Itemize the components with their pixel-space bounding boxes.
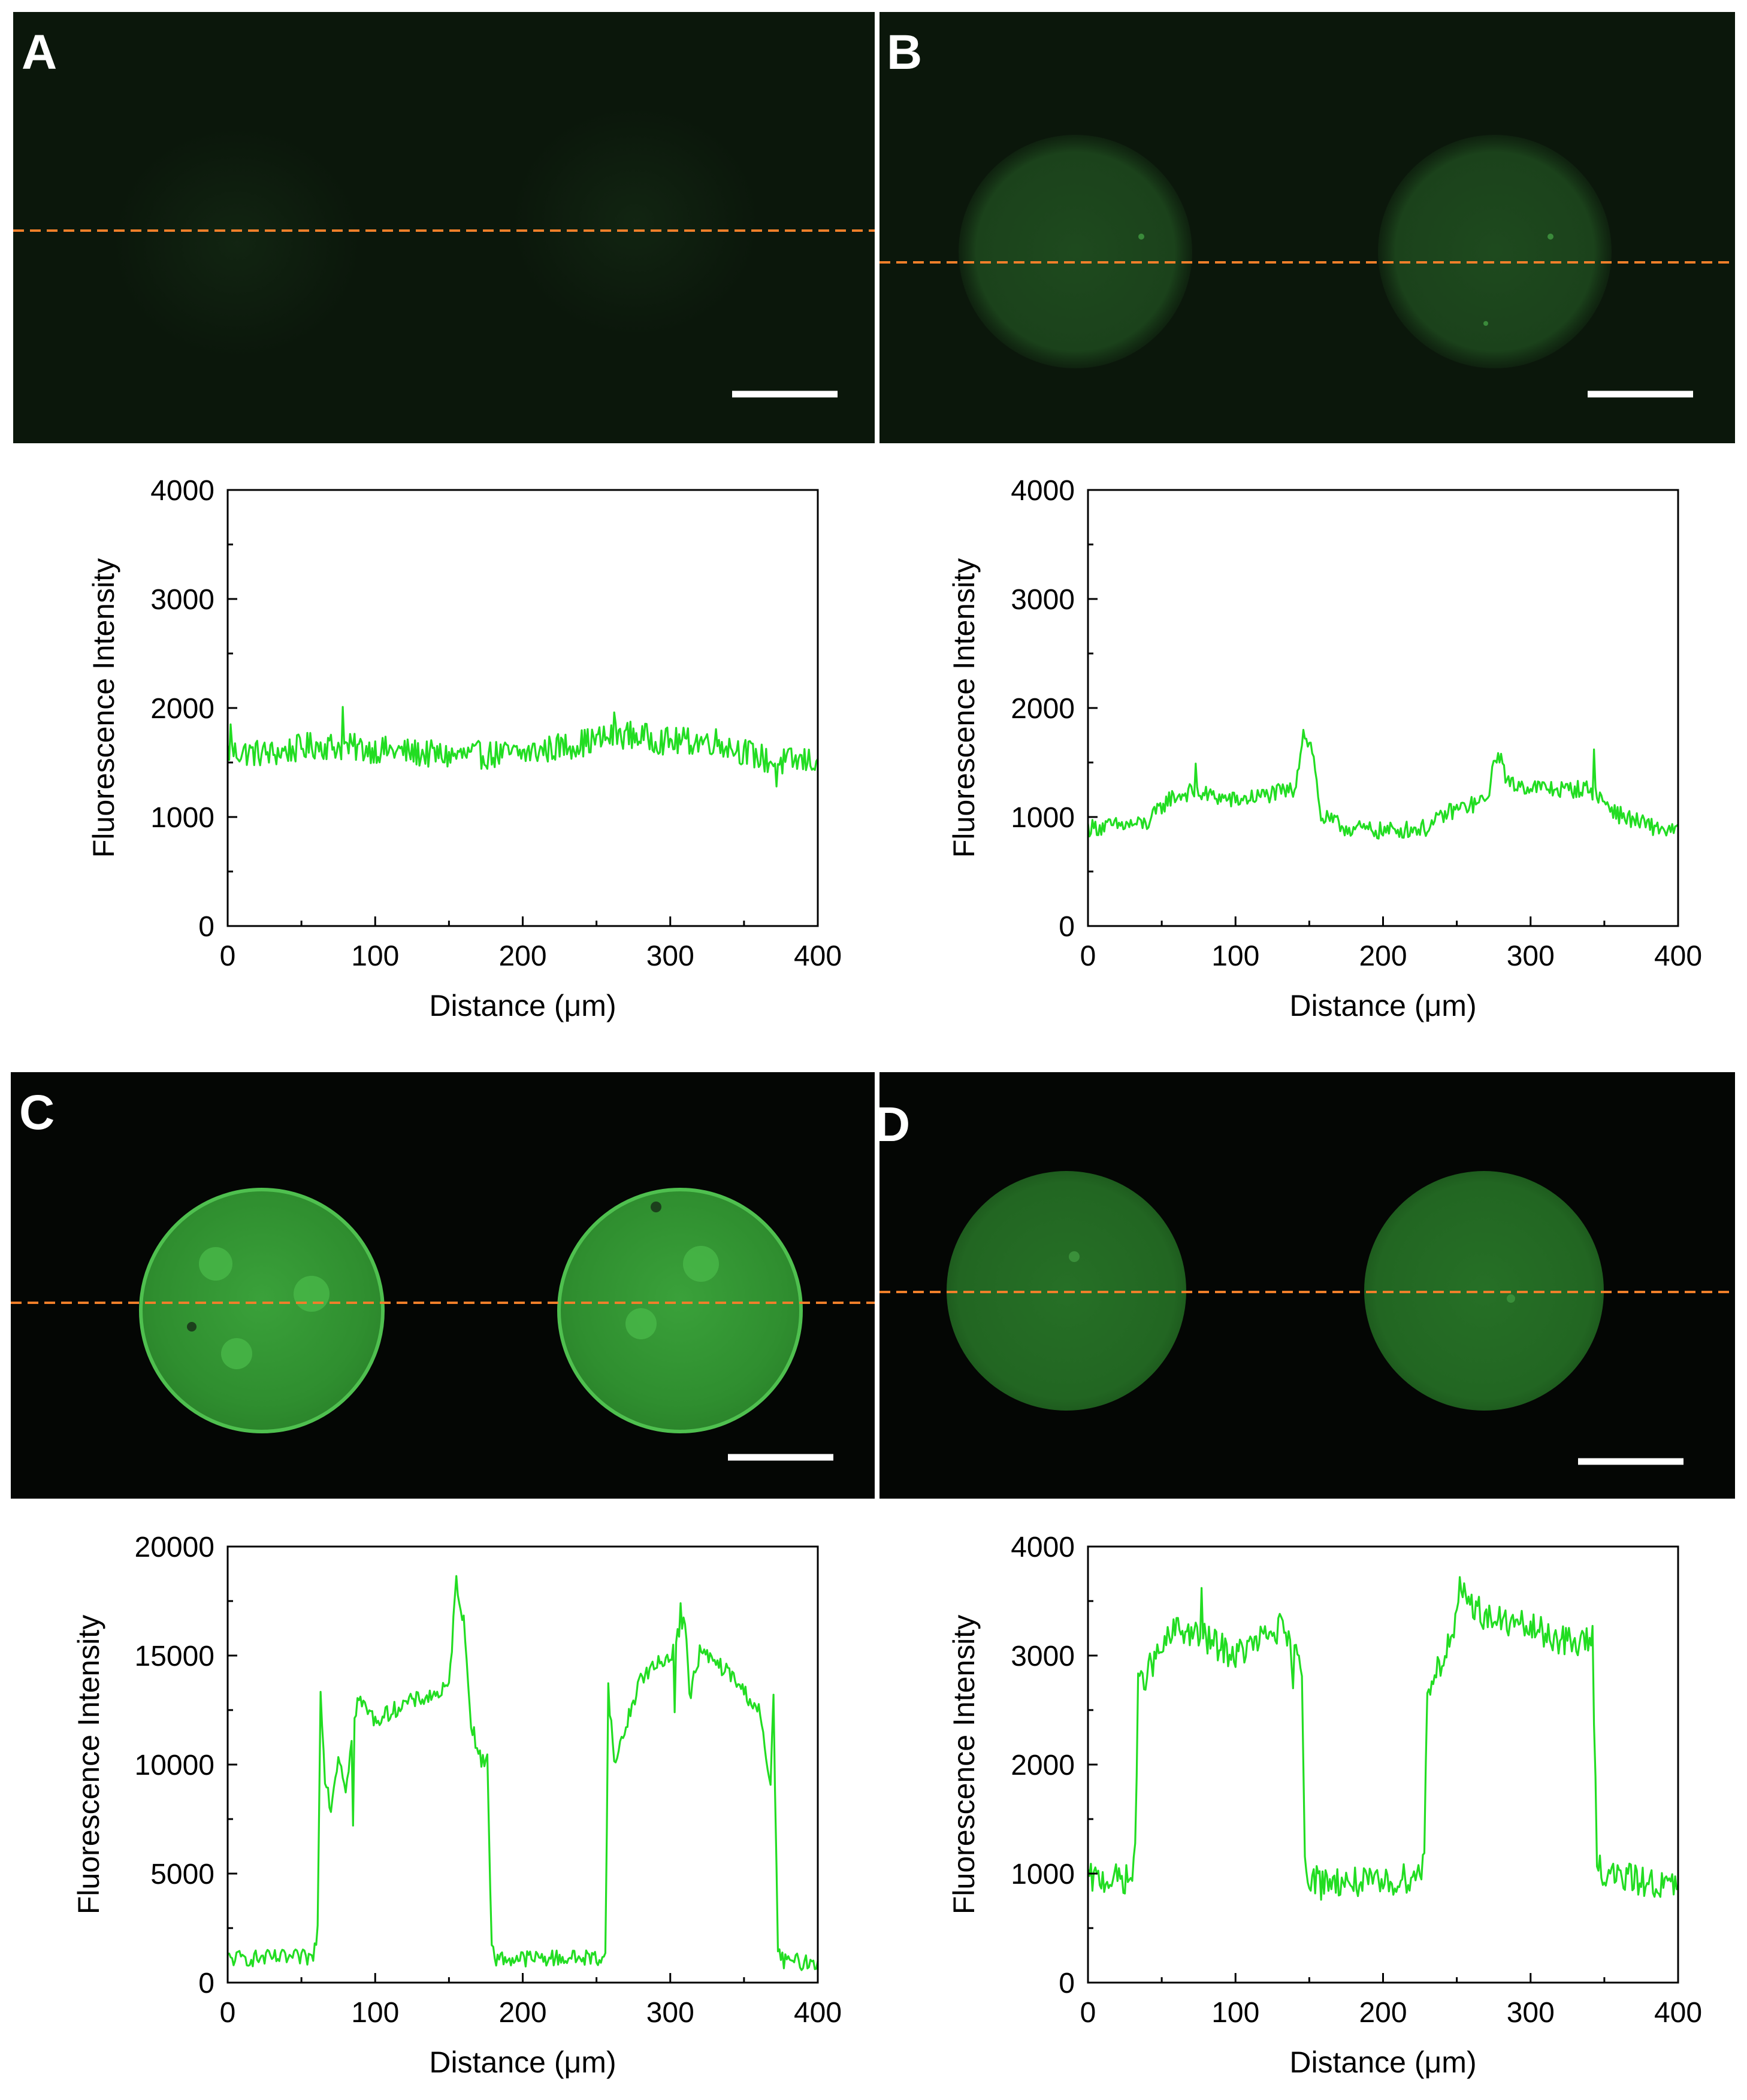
panel-b-x-tick-label: 200	[1359, 940, 1407, 972]
panel-b-x-tick-label: 100	[1211, 940, 1259, 972]
panel-b-y-tick-label: 4000	[1011, 475, 1075, 507]
panel-c-bright-spot	[294, 1276, 330, 1312]
panel-d-image: D	[875, 1072, 1735, 1499]
panel-a-letter: A	[22, 25, 57, 80]
panel-c-profile-line	[227, 1575, 819, 1971]
panel-a-droplet-left	[114, 129, 359, 356]
panel-c-bright-spot	[683, 1246, 719, 1282]
panel-a-y-tick-label: 2000	[150, 693, 214, 725]
panel-c-droplet-left	[139, 1188, 385, 1433]
panel-c-y-tick-label: 15000	[135, 1641, 214, 1672]
panel-b-x-tick-label: 300	[1507, 940, 1555, 972]
panel-c-bright-spot	[625, 1308, 657, 1339]
panel-b-y-tick-label: 1000	[1011, 802, 1075, 834]
panel-b-y-tick-label: 3000	[1011, 584, 1075, 616]
panel-a-x-tick-label: 200	[498, 940, 546, 972]
panel-d-profile-line	[1087, 1576, 1679, 1901]
panel-b-x-tick-label: 400	[1654, 940, 1702, 972]
panel-c-x-tick-label: 300	[646, 1997, 694, 2029]
panel-b-y-tick-label: 0	[1059, 911, 1075, 943]
panel-d-x-tick-label: 200	[1359, 1997, 1407, 2029]
panel-c-x-tick-label: 100	[351, 1997, 399, 2029]
panel-c-chart: 0 100 200 300 400 0 5000 10000 15000 20000 Distanc…	[72, 1532, 842, 2079]
panel-a-x-axis-label: Distance (μm)	[429, 989, 616, 1022]
panel-c-x-tick-label: 200	[498, 1997, 546, 2029]
panel-d-y-tick-label: 1000	[1011, 1859, 1075, 1890]
panel-b-letter: B	[887, 25, 922, 80]
panel-a-x-tick-label: 0	[220, 940, 236, 972]
panel-c-dark-spot	[651, 1202, 661, 1212]
panel-b-speck	[1138, 234, 1144, 240]
panel-c-y-tick-label: 10000	[135, 1750, 214, 1781]
panel-c-y-tick-label: 20000	[135, 1532, 214, 1563]
panel-d-y-tick-label: 0	[1059, 1968, 1075, 1999]
panel-b-speck	[1483, 321, 1488, 326]
panel-b-y-tick-label: 2000	[1011, 693, 1075, 725]
panel-b-profile-line	[1087, 728, 1679, 840]
panel-d-letter: D	[875, 1097, 910, 1152]
panel-d-y-tick-label: 3000	[1011, 1641, 1075, 1672]
panel-b-x-axis-label: Distance (μm)	[1289, 989, 1476, 1022]
panel-c-bright-spot	[199, 1247, 232, 1281]
panel-d-x-tick-label: 100	[1211, 1997, 1259, 2029]
panel-a-y-tick-label: 0	[198, 911, 214, 943]
panel-b-droplet-left	[959, 135, 1192, 368]
panel-c-letter: C	[19, 1085, 55, 1140]
panel-a-profile-line	[226, 706, 819, 788]
panel-a-x-tick-label: 300	[646, 940, 694, 972]
panel-c-x-axis-label: Distance (μm)	[429, 2045, 616, 2079]
panel-c-x-tick-label: 0	[220, 1997, 236, 2029]
panel-b-x-tick-label: 0	[1080, 940, 1096, 972]
panel-b-image: B	[879, 12, 1735, 443]
panel-c-y-axis-label: Fluorescence Intensity	[72, 1615, 105, 1914]
panel-c-dark-spot	[187, 1322, 197, 1332]
panel-c-x-tick-label: 400	[794, 1997, 842, 2029]
panel-b-plot-frame	[1087, 489, 1679, 927]
panel-d-x-axis-label: Distance (μm)	[1289, 2045, 1476, 2079]
panel-a-plot-frame	[226, 489, 819, 927]
panel-d-plot-frame	[1087, 1545, 1679, 1984]
panel-c-bright-spot	[221, 1338, 252, 1369]
panel-d-speck	[1069, 1251, 1080, 1262]
panel-a-droplet-right	[512, 108, 758, 335]
panel-c-y-tick-label: 0	[198, 1968, 214, 1999]
panel-d-speck	[1507, 1294, 1515, 1303]
panel-d-x-tick-label: 400	[1654, 1997, 1702, 2029]
panel-b-speck	[1547, 234, 1553, 240]
panel-d-y-tick-label: 4000	[1011, 1532, 1075, 1563]
panel-a-image: A	[13, 12, 875, 443]
panel-c-image: C	[11, 1072, 875, 1499]
panel-b-droplet-right	[1378, 135, 1612, 368]
panel-a-y-tick-label: 1000	[150, 802, 214, 834]
panel-a-x-tick-label: 100	[351, 940, 399, 972]
panel-d-y-tick-label: 2000	[1011, 1750, 1075, 1781]
panel-c-plot-frame	[226, 1545, 819, 1984]
panel-a-y-tick-label: 3000	[150, 584, 214, 616]
panel-d-y-axis-label: Fluorescence Intensity	[947, 1615, 981, 1914]
panel-b-y-axis-label: Fluorescence Intensity	[947, 558, 981, 858]
panel-a-y-tick-label: 4000	[150, 475, 214, 507]
panel-a-x-tick-label: 400	[794, 940, 842, 972]
panel-a-y-axis-label: Fluorescence Intensity	[87, 558, 120, 858]
panel-d-x-tick-label: 300	[1507, 1997, 1555, 2029]
panel-c-droplet-right	[557, 1188, 803, 1433]
panel-d-x-tick-label: 0	[1080, 1997, 1096, 2029]
panel-c-y-tick-label: 5000	[150, 1859, 214, 1890]
